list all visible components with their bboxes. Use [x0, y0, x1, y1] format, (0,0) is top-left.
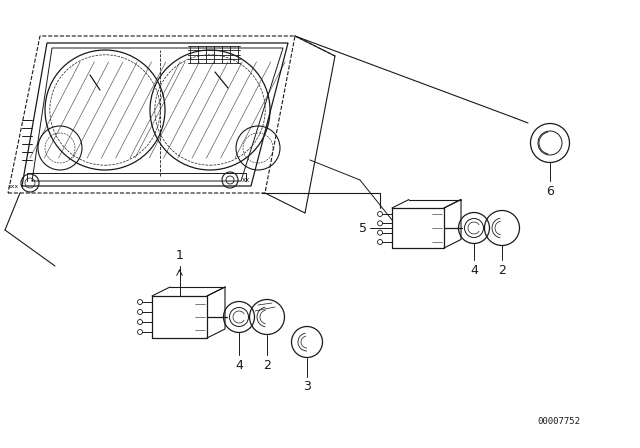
Text: 2: 2 — [498, 264, 506, 277]
Text: xx: xx — [242, 177, 250, 183]
Text: 4: 4 — [470, 264, 478, 277]
Text: 5: 5 — [359, 221, 367, 234]
Text: 4: 4 — [235, 359, 243, 372]
Text: 6: 6 — [546, 185, 554, 198]
Text: xxx: xxx — [8, 184, 19, 189]
Text: 00007752: 00007752 — [537, 417, 580, 426]
Text: 1: 1 — [175, 249, 184, 262]
Text: 3: 3 — [303, 380, 311, 393]
Text: 2: 2 — [263, 359, 271, 372]
